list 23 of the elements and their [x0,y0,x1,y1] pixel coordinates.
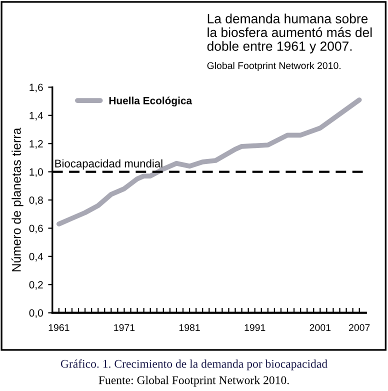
x-tick-label: 2007 [349,324,370,332]
y-tick-label: 0,8 [29,196,43,206]
x-tick-label: 1981 [179,324,200,332]
ref-line-label: Biocapacidad mundial [55,159,162,170]
legend-label: Huella Ecológica [109,96,192,106]
text: Gráfico. 1. Crecimiento de la demanda por biocapacidad [60,359,328,370]
y-tick-label: 1,2 [30,140,43,149]
y-tick-label: 0,0 [29,309,43,318]
y-axis-title: Número de planetas tierra [12,128,24,272]
chart-subtitle: Global Footprint Network 2010. [207,62,340,71]
y-tick-label: 0,4 [29,252,44,262]
source-note: Fuente: Global Footprint Network 2010. [98,376,289,387]
y-tick-label: 1,0 [30,168,43,177]
chart-title: La demanda humana sobre la biosfera aumentó más del doble entre 1961 y 2007. [207,14,372,54]
y-tick-label: 1,4 [30,112,44,120]
y-tick-label: 0,6 [29,224,43,234]
x-tick-label: 2001 [310,324,331,332]
x-tick-label: 1961 [48,324,70,332]
line-series [56,97,362,226]
y-tick-label: 1,6 [30,84,43,92]
x-tick-label: 1991 [244,324,266,332]
x-tick-label: 1971 [114,324,135,332]
y-tick-label: 0,2 [29,281,43,290]
